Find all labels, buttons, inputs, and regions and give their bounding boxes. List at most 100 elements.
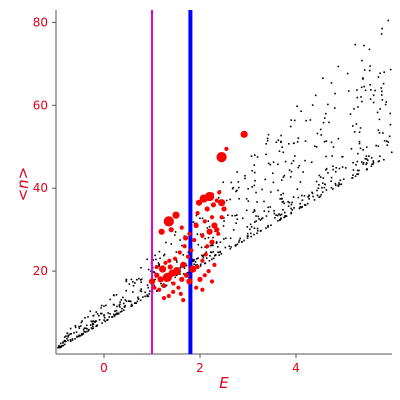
black-point — [85, 324, 88, 327]
black-point — [377, 160, 380, 163]
black-point — [359, 147, 362, 150]
black-point — [154, 278, 156, 281]
black-point — [323, 186, 326, 189]
black-point — [312, 195, 314, 198]
black-point — [311, 104, 314, 106]
black-point — [308, 194, 311, 197]
black-point — [380, 87, 383, 89]
black-point — [298, 207, 301, 209]
x-axis-label: E — [219, 374, 229, 392]
black-point — [362, 149, 364, 151]
red-point — [154, 264, 159, 270]
black-point — [247, 235, 249, 237]
black-point — [100, 312, 103, 315]
black-point — [137, 296, 139, 299]
black-point — [182, 273, 185, 275]
black-point — [309, 119, 312, 121]
black-point — [74, 337, 76, 340]
black-point — [315, 180, 318, 183]
red-point — [210, 202, 217, 208]
black-point — [385, 140, 388, 142]
red-point — [157, 287, 162, 292]
black-point — [93, 321, 96, 323]
black-point — [365, 146, 368, 149]
black-point — [207, 236, 210, 239]
black-point — [313, 145, 316, 147]
black-point — [133, 302, 136, 304]
black-point — [115, 294, 118, 296]
red-point — [221, 206, 227, 212]
black-point — [60, 346, 62, 348]
black-point — [60, 345, 63, 347]
black-point — [238, 197, 240, 200]
black-point — [270, 224, 272, 227]
black-point — [69, 333, 72, 335]
black-point — [159, 257, 161, 260]
black-point — [325, 112, 327, 115]
black-point — [383, 71, 385, 74]
black-point — [282, 208, 284, 211]
black-point — [124, 304, 127, 307]
black-point — [290, 207, 292, 210]
black-point — [338, 183, 341, 186]
black-point — [353, 131, 356, 133]
black-point — [334, 182, 337, 185]
black-point — [369, 98, 372, 100]
black-point — [57, 346, 59, 349]
black-point — [158, 263, 160, 266]
black-point — [250, 235, 252, 238]
black-point — [208, 225, 211, 228]
black-point — [204, 237, 206, 240]
black-point — [283, 211, 286, 214]
red-point — [211, 222, 218, 229]
black-point — [202, 254, 205, 257]
black-point — [258, 218, 260, 220]
black-point — [120, 299, 123, 301]
black-point — [230, 246, 232, 248]
black-point — [227, 214, 229, 216]
black-point — [325, 140, 328, 142]
black-point — [132, 291, 134, 293]
black-point — [234, 245, 237, 247]
black-point — [103, 305, 105, 307]
black-point — [254, 179, 256, 182]
black-point — [377, 129, 380, 132]
black-point — [358, 131, 361, 134]
black-point — [63, 336, 66, 338]
black-point — [366, 162, 368, 164]
black-point — [362, 161, 365, 164]
black-point — [216, 246, 219, 248]
black-point — [267, 226, 269, 228]
black-point — [299, 206, 302, 208]
black-point — [290, 211, 293, 214]
black-point — [135, 278, 138, 281]
black-point — [289, 125, 292, 128]
black-point — [231, 214, 233, 217]
black-point — [299, 202, 302, 205]
black-point — [212, 257, 215, 260]
black-point — [321, 191, 324, 193]
black-point — [83, 327, 86, 329]
red-point — [195, 199, 203, 206]
black-point — [338, 167, 341, 170]
black-point — [98, 319, 101, 321]
black-point — [224, 246, 227, 249]
black-point — [67, 335, 69, 338]
black-point — [103, 319, 105, 321]
black-point — [71, 339, 74, 341]
black-point — [127, 300, 130, 303]
black-point — [288, 201, 291, 204]
black-point — [383, 158, 385, 161]
black-point — [191, 260, 194, 263]
black-point — [355, 123, 358, 125]
black-point — [297, 196, 300, 199]
black-point — [250, 155, 253, 157]
black-point — [142, 296, 144, 298]
black-point — [236, 171, 238, 173]
black-point — [92, 314, 95, 317]
red-point — [204, 206, 210, 212]
red-point — [158, 265, 167, 273]
black-point — [389, 112, 392, 115]
black-point — [365, 163, 368, 166]
black-point — [199, 233, 202, 236]
